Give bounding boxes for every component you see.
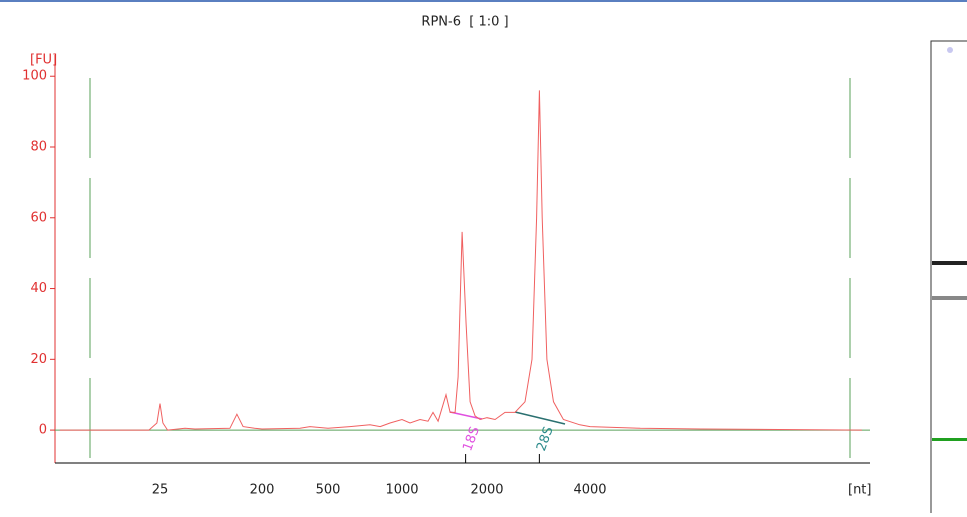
gel-frame: [930, 40, 967, 517]
y-tick-label: 20: [30, 352, 47, 367]
trace: [59, 90, 862, 431]
x-tick-label: 25: [152, 483, 169, 498]
y-tick-label: 0: [39, 423, 47, 438]
x-axis-label: [nt]: [848, 483, 871, 498]
gel-band: [932, 438, 967, 441]
x-tick-label: 2000: [470, 483, 503, 498]
y-axis-label: [FU]: [30, 53, 57, 68]
x-tick-label: 1000: [385, 483, 418, 498]
gel-band: [932, 261, 967, 265]
x-tick-label: 4000: [573, 483, 606, 498]
gel-dot: [947, 47, 953, 53]
baseline-18s: [449, 411, 483, 420]
chart-title: RPN-6 [ 1:0 ]: [421, 15, 508, 30]
y-tick-label: 80: [30, 140, 47, 155]
gel-band: [932, 296, 967, 300]
y-tick-label: 60: [30, 210, 47, 225]
peak-label: 18S: [460, 425, 483, 453]
gel-panel: [930, 40, 967, 517]
y-tick-label: 40: [30, 281, 47, 296]
x-tick-label: 200: [250, 483, 275, 498]
x-tick-label: 500: [316, 483, 341, 498]
y-tick-label: 100: [22, 69, 47, 84]
peak-label: 28S: [534, 425, 557, 453]
baseline-28s: [514, 411, 566, 425]
